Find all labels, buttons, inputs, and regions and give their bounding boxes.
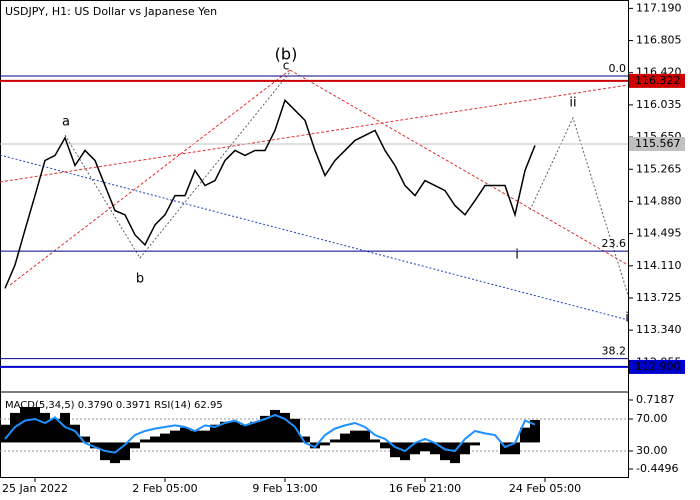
y-tick-label: 0.7187 [636,393,675,406]
price-label: 112.900 [635,360,681,373]
wave-projection [529,116,629,296]
y-tick-label: 114.880 [636,194,682,207]
macd-bar [0,424,10,443]
y2-tick-label: 70.00 [636,412,668,425]
macd-bar [230,421,240,443]
wave-label: ii [569,96,576,111]
wave-label: (b) [275,45,298,64]
wave-label: a [62,115,70,130]
macd-bar [440,442,450,461]
y2-tick-label: 30.00 [636,444,668,457]
macd-bar [470,442,480,446]
macd-bar [180,427,190,443]
macd-bar [40,412,50,443]
macd-bar [190,430,200,443]
x-tick-label: 9 Feb 13:00 [252,482,317,495]
macd-bar [210,424,220,443]
macd-bar [150,436,160,443]
macd-bar [250,421,260,443]
y-tick-label: 113.725 [636,291,682,304]
macd-bar [120,442,130,461]
macd-bar [430,442,440,455]
macd-bar [200,430,210,443]
y-tick-label: 113.340 [636,323,682,336]
x-tick-label: 2 Feb 05:00 [132,482,197,495]
macd-bar [310,442,320,449]
level-label: 23.6 [602,237,627,250]
indicator-title: MACD(5,34,5) 0.3790 0.3971 RSI(14) 62.95 [5,400,223,411]
macd-bar [500,442,510,455]
x-tick-label: 16 Feb 21:00 [389,482,461,495]
macd-bar [460,442,470,455]
y-tick-label: 114.495 [636,227,682,240]
price-label: 115.567 [635,137,681,150]
macd-bar [330,439,340,443]
price-label-box [629,137,685,152]
wave-label: b [136,272,144,287]
trend-line [0,154,629,321]
y-tick-label: 115.265 [636,162,682,175]
macd-bar [30,407,40,443]
macd-bar [270,409,280,443]
macd-bar [300,436,310,443]
chart-title: USDJPY, H1: US Dollar vs Japanese Yen [5,5,217,18]
y-tick-label: -0.4496 [636,462,678,475]
macd-bar [80,436,90,443]
macd-bar [50,418,60,443]
macd-bar [520,427,530,443]
price-label: 116.322 [635,74,681,87]
y-tick-label: 116.035 [636,98,682,111]
macd-bar [70,424,80,443]
y-tick-label: 116.805 [636,34,682,47]
x-tick-label: 25 Jan 2022 [2,482,68,495]
macd-bar [350,430,360,443]
trend-line [9,69,291,286]
macd-bar [90,442,100,449]
macd-bar [260,415,270,443]
macd-bar [160,433,170,443]
macd-bar [170,430,180,443]
macd-bar [370,439,380,443]
trend-lines [0,69,629,321]
macd-bar [130,442,140,449]
wave-label: c [283,59,290,73]
wave-line [64,71,291,259]
trend-line [0,84,629,183]
macd-bar [20,407,30,443]
macd-bar [530,419,540,443]
y-tick-label: 114.110 [636,259,682,272]
y-tick-label: 117.190 [636,1,682,14]
macd-bar [410,442,420,455]
price-line-series [4,98,536,289]
level-label: 38.2 [602,345,627,358]
price-label-box [629,73,685,88]
macd-bar [450,442,460,464]
macd-bar [420,442,430,452]
price-label-box [629,359,685,374]
macd-bar [280,412,290,443]
rsi-line [4,413,536,454]
trend-line [289,69,629,266]
macd-bar [360,430,370,443]
macd-bar [220,421,230,443]
macd-bar [340,433,350,443]
wave-label: i [515,248,519,263]
macd-bar [290,418,300,443]
level-label: 0.0 [609,62,627,75]
wave-label: i [625,311,629,326]
macd-bar [140,439,150,443]
macd-bar [320,442,330,446]
macd-bar [390,442,400,458]
x-tick-label: 24 Feb 05:00 [509,482,581,495]
macd-bar [240,424,250,443]
macd-bar [510,442,520,455]
macd-bar [380,442,390,449]
